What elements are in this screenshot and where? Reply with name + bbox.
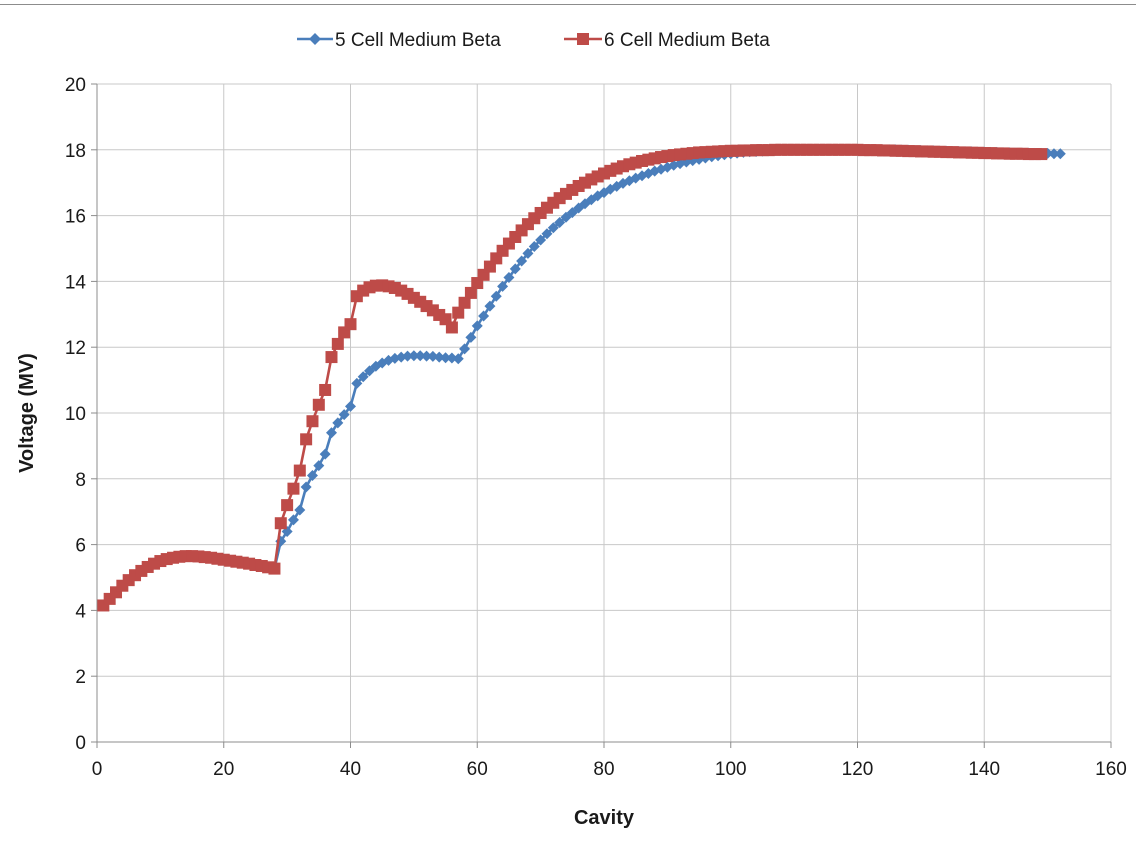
top-border-line (0, 4, 1136, 5)
y-tick-label: 2 (75, 667, 86, 688)
data-point-diamond (338, 409, 350, 421)
y-tick-label: 20 (65, 75, 86, 96)
data-point-square (1035, 148, 1048, 161)
data-point-diamond (325, 427, 337, 439)
y-tick-label: 16 (65, 207, 86, 228)
gridlines (97, 83, 1112, 742)
data-point-square (281, 499, 294, 512)
legend-diamond-marker (309, 33, 321, 45)
x-tick-label: 40 (340, 759, 361, 780)
data-point-diamond (459, 343, 471, 355)
data-point-diamond (306, 470, 318, 482)
data-point-diamond (294, 504, 306, 516)
data-point-diamond (421, 350, 433, 362)
data-point-diamond (287, 514, 299, 526)
y-tick-label: 10 (65, 404, 86, 425)
data-point-square (496, 244, 509, 257)
data-point-diamond (490, 290, 502, 302)
data-point-square (331, 337, 344, 350)
data-point-diamond (535, 234, 547, 246)
x-tick-label: 160 (1095, 759, 1127, 780)
x-tick-label: 20 (213, 759, 234, 780)
data-point-square (274, 517, 287, 530)
data-point-diamond (471, 320, 483, 332)
data-point-diamond (332, 417, 344, 429)
data-point-diamond (528, 241, 540, 253)
data-point-diamond (351, 377, 363, 389)
y-tick-label: 18 (65, 141, 86, 162)
tick-labels: 0 20 40 60 80 100 120 140 160 0 2 4 6 8 10 12 14 16 18 20 (65, 75, 1127, 780)
data-point-diamond (414, 350, 426, 362)
data-point-diamond (522, 247, 534, 259)
data-point-square (293, 464, 306, 477)
legend-square-marker (577, 33, 589, 45)
y-tick-label: 4 (75, 601, 86, 622)
data-point-diamond (433, 351, 445, 363)
data-point-diamond (446, 352, 458, 364)
x-tick-label: 100 (715, 759, 747, 780)
x-tick-label: 140 (968, 759, 1000, 780)
axes (91, 83, 1112, 748)
data-point-square (452, 306, 465, 319)
data-point-diamond (402, 350, 414, 362)
data-point-diamond (319, 448, 331, 460)
data-point-diamond (452, 353, 464, 365)
data-point-diamond (484, 300, 496, 312)
legend-item-5-cell: 5 Cell Medium Beta (297, 30, 501, 51)
data-point-diamond (408, 350, 420, 362)
x-tick-label: 60 (467, 759, 488, 780)
legend-label-6-cell: 6 Cell Medium Beta (604, 30, 770, 51)
data-point-diamond (300, 481, 312, 493)
series-6-cell-medium-beta (97, 143, 1048, 612)
y-tick-label: 14 (65, 272, 87, 293)
data-point-diamond (313, 460, 325, 472)
x-tick-label: 0 (92, 759, 103, 780)
data-point-diamond (541, 228, 553, 240)
y-tick-label: 6 (75, 536, 86, 557)
series-line (102, 148, 1061, 607)
x-tick-label: 120 (842, 759, 874, 780)
legend: 5 Cell Medium Beta 6 Cell Medium Beta (297, 30, 770, 51)
y-axis-title: Voltage (MV) (16, 353, 38, 473)
legend-item-6-cell: 6 Cell Medium Beta (564, 30, 770, 51)
data-point-square (306, 415, 319, 428)
data-point-diamond (440, 352, 452, 364)
data-point-square (319, 383, 332, 396)
data-point-diamond (509, 263, 521, 275)
data-point-diamond (547, 222, 559, 234)
data-point-square (325, 351, 338, 364)
data-point-diamond (357, 371, 369, 383)
data-point-diamond (554, 217, 566, 229)
data-point-diamond (503, 271, 515, 283)
data-point-diamond (478, 310, 490, 322)
y-tick-label: 0 (75, 733, 86, 754)
data-point-square (312, 398, 325, 411)
data-series (97, 143, 1066, 612)
data-point-diamond (497, 280, 509, 292)
data-point-diamond (1054, 148, 1066, 160)
data-point-diamond (345, 400, 356, 412)
series-5-cell-medium-beta (97, 144, 1066, 611)
y-tick-label: 12 (65, 338, 86, 359)
data-point-diamond (427, 350, 439, 362)
data-point-square (464, 286, 477, 299)
data-point-diamond (516, 255, 528, 267)
data-point-square (344, 318, 357, 331)
series-line (102, 148, 1042, 607)
data-point-diamond (465, 331, 477, 343)
data-point-diamond (1048, 148, 1060, 160)
data-point-square (445, 321, 458, 334)
y-tick-label: 8 (75, 470, 86, 491)
data-point-square (300, 433, 313, 446)
x-tick-label: 80 (593, 759, 614, 780)
data-point-square (268, 562, 281, 575)
data-point-square (287, 482, 300, 495)
x-axis-title: Cavity (574, 807, 635, 829)
legend-label-5-cell: 5 Cell Medium Beta (335, 30, 501, 51)
data-point-square (458, 296, 471, 309)
